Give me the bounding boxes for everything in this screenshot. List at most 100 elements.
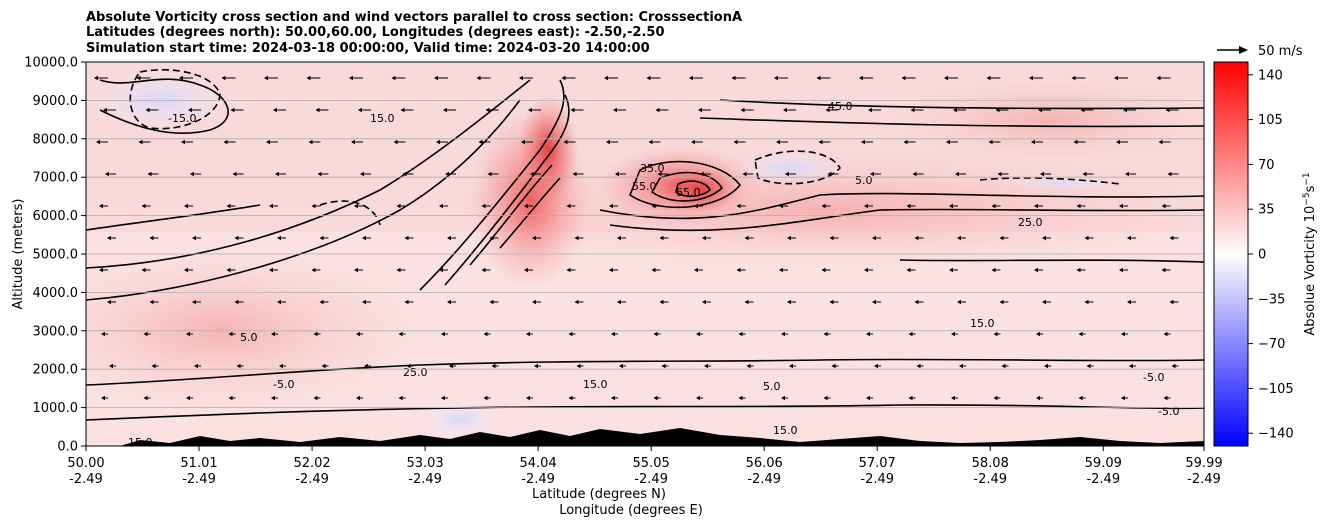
wind-vector-head [912, 171, 917, 177]
wind-vector-head [1071, 75, 1076, 81]
wind-vector-head [277, 235, 281, 241]
wind-vector-head [186, 395, 190, 401]
wind-vector-head [700, 171, 704, 177]
wind-vector-head [362, 235, 366, 241]
wind-vector-head [779, 267, 783, 273]
wind-vector-head [1161, 203, 1166, 209]
x-tick-label-lat: 57.07 [859, 456, 896, 471]
x-tick-label-lon: -2.49 [747, 472, 781, 487]
wind-vector-head [360, 171, 364, 177]
wind-vector-head [306, 75, 311, 81]
wind-vector-head [1119, 267, 1123, 273]
wind-vector-head [1073, 139, 1078, 145]
wind-vector-head [609, 203, 613, 209]
wind-vector-head [99, 267, 103, 273]
wind-vector-head [476, 75, 481, 81]
wind-vector-head [1076, 203, 1081, 209]
wind-vector-head [99, 203, 103, 209]
wind-vector-head [105, 171, 109, 177]
wind-vector-head [746, 363, 751, 369]
x-tick-label-lat: 59.99 [1185, 456, 1222, 471]
wind-vector-head [398, 331, 403, 337]
wind-vector-head [279, 363, 283, 369]
wind-vector-head [736, 267, 741, 273]
wind-vector-head [609, 267, 613, 273]
wind-vector-head [315, 107, 320, 113]
wind-vector-head [1121, 331, 1125, 337]
x-tick-label-lon: -2.49 [973, 472, 1007, 487]
wind-vector-head [655, 107, 660, 113]
wind-vector-head [821, 267, 826, 273]
wind-vector-head [789, 363, 793, 369]
wind-vector-head [1114, 75, 1118, 81]
x-axis-label-latitude: Latitude (degrees N) [532, 487, 666, 502]
wind-vector-head [275, 171, 279, 177]
wind-vector-head [731, 75, 736, 81]
wind-vector-head [574, 235, 579, 241]
wind-vector-head [944, 75, 948, 81]
wind-vector-head [949, 203, 953, 209]
wind-vector-head [107, 299, 111, 305]
quiver-key: 50 m/s [1217, 44, 1303, 59]
wind-vector-head [449, 363, 453, 369]
wind-vector-head [194, 363, 198, 369]
wind-vector-head [1158, 139, 1163, 145]
wind-vector-head [823, 331, 828, 337]
x-tick-label-lat: 54.04 [520, 456, 557, 471]
title-line-1: Absolute Vorticity cross section and win… [86, 10, 742, 25]
wind-vector-head [145, 107, 150, 113]
wind-vector-head [615, 171, 619, 177]
wind-vector-head [1169, 235, 1174, 241]
wind-vector-head [653, 395, 658, 401]
wind-vector-head [999, 235, 1004, 241]
wind-vectors [94, 75, 1179, 401]
wind-vector-head [733, 139, 738, 145]
wind-vector-head [354, 203, 358, 209]
wind-vector-head [313, 331, 318, 337]
wind-vector-head [742, 171, 747, 177]
wind-vector-head [568, 331, 573, 337]
x-tick-label-lat: 53.03 [406, 456, 443, 471]
x-tick-label-lon: -2.49 [1086, 472, 1120, 487]
wind-vector-head [738, 395, 743, 401]
wind-vector-head [1167, 171, 1172, 177]
wind-vector-head [356, 395, 360, 401]
wind-vector-head [362, 299, 366, 305]
wind-vector-head [908, 395, 913, 401]
wind-vector-head [94, 75, 98, 81]
wind-vector-head [906, 203, 911, 209]
wind-vector-head [868, 107, 872, 113]
wind-vector-head [151, 363, 156, 369]
wind-vector-head [818, 139, 823, 145]
wind-vector-head [611, 331, 615, 337]
wind-vector-head [1121, 395, 1125, 401]
wind-vector-head [696, 331, 700, 337]
wind-vector-head [823, 395, 828, 401]
wind-vector-head [1129, 363, 1133, 369]
wind-vector-head [487, 171, 492, 177]
y-tick-label: 5000.0 [33, 248, 79, 263]
wind-vector-head [396, 267, 401, 273]
wind-vector-head [995, 107, 1000, 113]
wind-vector-head [190, 171, 194, 177]
wind-vector-head [313, 395, 318, 401]
title-line-3: Simulation start time: 2024-03-18 00:00:… [86, 41, 650, 56]
wind-vector-head [317, 171, 322, 177]
wind-vector-head [443, 107, 447, 113]
wind-vector-head [439, 203, 443, 209]
wind-vector-head [694, 267, 698, 273]
y-tick-label: 0.0 [57, 440, 78, 455]
wind-vector-head [563, 139, 568, 145]
wind-vector-head [696, 395, 700, 401]
contour-label: 15.0 [370, 112, 395, 125]
wind-vector-head [740, 107, 745, 113]
x-tick-label-lat: 58.08 [972, 456, 1009, 471]
wind-vector-head [1042, 235, 1046, 241]
colorbar-tick-label: 105 [1258, 113, 1283, 128]
colorbar-tick-label: −70 [1258, 337, 1285, 352]
quiver-key-arrowhead [1239, 46, 1248, 54]
wind-vector-head [1038, 107, 1042, 113]
wind-vector-head [779, 203, 783, 209]
wind-vector-head [107, 235, 111, 241]
wind-vector-head [959, 363, 963, 369]
